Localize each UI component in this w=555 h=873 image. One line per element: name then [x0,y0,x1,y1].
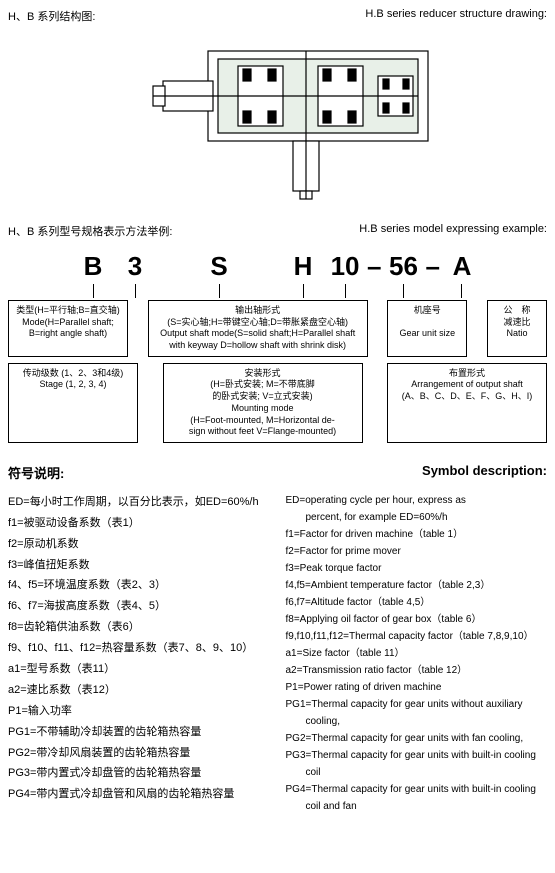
en-l10: a2=Transmission ratio factor（table 12） [286,662,548,679]
reducer-svg [68,31,488,201]
seg-3: 3 [115,251,155,282]
symbol-headers: 符号说明: Symbol description: [8,463,547,482]
cn-l9: a1=型号系数（表11） [8,659,270,680]
en-l9: a1=Size factor（table 11） [286,645,548,662]
seg-b: B [73,251,113,282]
structure-diagram [8,28,547,203]
cn-l13: PG2=带冷却风扇装置的齿轮箱热容量 [8,743,270,764]
seg-56: 56 [384,251,424,282]
en-l7: f8=Applying oil factor of gear box（table… [286,611,548,628]
symbol-columns: ED=每小时工作周期，以百分比表示，如ED=60%/h f1=被驱动设备系数（表… [8,492,547,815]
box-mount: 安装形式(H=卧式安装; M=不带底脚的卧式安装; V=立式安装)Mountin… [163,363,363,443]
cn-l2: f1=被驱动设备系数（表1） [8,513,270,534]
en-l14b: coil [286,764,548,781]
en-l12b: cooling, [286,713,548,730]
sym-en: Symbol description: [422,463,547,482]
box-ratio: 公 称减速比Natio [487,300,547,357]
cn-l1: ED=每小时工作周期，以百分比表示，如ED=60%/h [8,492,270,513]
seg-s: S [199,251,239,282]
cn-l4: f3=峰值扭矩系数 [8,555,270,576]
en-l8: f9,f10,f11,f12=Thermal capacity factor（t… [286,628,548,645]
en-l15: PG4=Thermal capacity for gear units with… [286,781,548,798]
en-l4: f3=Peak torque factor [286,560,548,577]
en-l14: PG3=Thermal capacity for gear units with… [286,747,548,764]
en-l6: f6,f7=Altitude factor（table 4,5） [286,594,548,611]
model-code: B 3 S H 10 – 56 – A [8,251,547,298]
seg-h: H [283,251,323,282]
cn-l7: f8=齿轮箱供油系数（表6） [8,617,270,638]
cn-l14: PG3=带内置式冷却盘管的齿轮箱热容量 [8,763,270,784]
cn-l15: PG4=带内置式冷却盘管和风扇的齿轮箱热容量 [8,784,270,805]
dash1: – [367,251,381,282]
en-l11: P1=Power rating of driven machine [286,679,548,696]
en-l2: f1=Factor for driven machine（table 1） [286,526,548,543]
seg-a: A [442,251,482,282]
col-cn: ED=每小时工作周期，以百分比表示，如ED=60%/h f1=被驱动设备系数（表… [8,492,270,815]
box-size: 机座号Gear unit size [387,300,467,357]
top-labels: H、B 系列结构图: H.B series reducer structure … [8,8,547,24]
model-en: H.B series model expressing example: [359,223,547,239]
cn-l8: f9、f10、f11、f12=热容量系数（表7、8、9、10） [8,638,270,659]
en-l12: PG1=Thermal capacity for gear units with… [286,696,548,713]
seg-10: 10 [325,251,365,282]
en-l1b: percent, for example ED=60%/h [286,509,548,526]
cn-l3: f2=原动机系数 [8,534,270,555]
dash2: – [426,251,440,282]
boxes-row2: 传动级数 (1、2、3和4级)Stage (1, 2, 3, 4) 安装形式(H… [8,363,547,443]
sym-cn: 符号说明: [8,463,64,482]
cn-l5: f4、f5=环境温度系数（表2、3） [8,575,270,596]
label-en: H.B series reducer structure drawing: [365,8,547,24]
col-en: ED=operating cycle per hour, express as … [286,492,548,815]
box-type: 类型(H=平行轴;B=直交轴)Mode(H=Parallel shaft;B=r… [8,300,128,357]
boxes-row1: 类型(H=平行轴;B=直交轴)Mode(H=Parallel shaft;B=r… [8,300,547,357]
cn-l12: PG1=不带辅助冷却装置的齿轮箱热容量 [8,722,270,743]
cn-l10: a2=速比系数（表12） [8,680,270,701]
box-output: 输出轴形式(S=实心轴;H=带键空心轴;D=带胀紧盘空心轴)Output sha… [148,300,368,357]
cn-l11: P1=输入功率 [8,701,270,722]
en-l1: ED=operating cycle per hour, express as [286,492,548,509]
en-l3: f2=Factor for prime mover [286,543,548,560]
cn-l6: f6、f7=海拔高度系数（表4、5） [8,596,270,617]
model-cn: H、B 系列型号规格表示方法举例: [8,223,172,239]
en-l13: PG2=Thermal capacity for gear units with… [286,730,548,747]
box-stage: 传动级数 (1、2、3和4级)Stage (1, 2, 3, 4) [8,363,138,443]
en-l5: f4,f5=Ambient temperature factor（table 2… [286,577,548,594]
label-cn: H、B 系列结构图: [8,8,95,24]
en-l15b: coil and fan [286,798,548,815]
model-labels: H、B 系列型号规格表示方法举例: H.B series model expre… [8,223,547,239]
box-arrange: 布置形式Arrangement of output shaft(A、B、C、D、… [387,363,547,443]
